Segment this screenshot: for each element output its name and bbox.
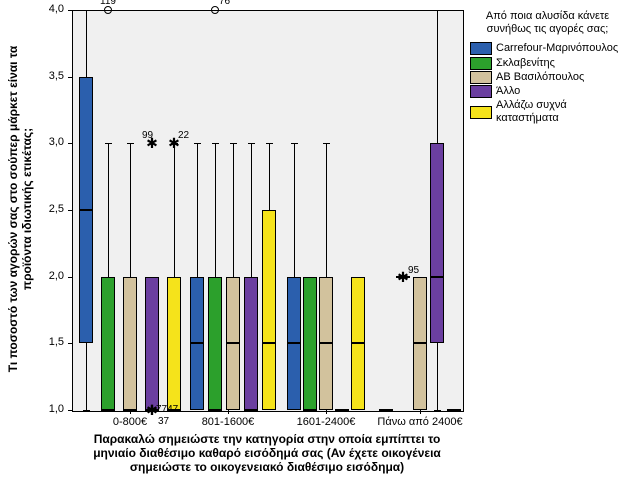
x-tick-label: 1601-2400€ [276,416,376,428]
whisker [269,143,270,210]
legend-item: Αλλάζω συχνά καταστήματα [470,99,625,125]
legend-item: Σκλαβενίτης [470,57,625,70]
box [430,143,444,343]
outlier-label: 7747 [156,404,178,415]
whisker [197,143,198,276]
box [303,277,317,410]
whisker-cap [323,143,330,144]
outlier-star-icon: ✱ [146,403,158,417]
y-tick-label: 2,0 [0,270,64,282]
whisker-cap [127,143,134,144]
legend-label: ΑΒ Βασιλόπουλος [496,71,584,84]
median [351,342,365,344]
box-flat [447,409,461,411]
median [287,342,301,344]
outlier-label: 119 [100,0,116,7]
median [430,276,444,278]
whisker [233,143,234,276]
outlier-label: 99 [142,130,153,141]
legend-item: Άλλο [470,85,625,98]
legend-label: Αλλάζω συχνά καταστήματα [496,99,625,125]
whisker-cap [83,410,90,411]
whisker-cap [434,410,441,411]
box [101,277,115,410]
whisker-cap [83,10,90,11]
outlier-label: 37 [158,416,169,427]
outlier-circle-icon [211,6,219,14]
whisker [86,10,87,77]
whisker-cap [230,143,237,144]
whisker [215,143,216,276]
whisker [437,10,438,143]
box [244,277,258,410]
y-tick-label: 3,5 [0,70,64,82]
whisker-cap [266,143,273,144]
whisker-cap [291,143,298,144]
whisker-cap [212,143,219,144]
y-tick-label: 4,0 [0,3,64,15]
outlier-circle-icon [104,6,112,14]
legend-item: ΑΒ Βασιλόπουλος [470,71,625,84]
legend-title: Από ποια αλυσίδα κάνετε συνήθως τις αγορ… [470,10,625,36]
legend: Από ποια αλυσίδα κάνετε συνήθως τις αγορ… [470,10,625,127]
median [303,409,317,411]
legend-swatch [470,71,492,84]
outlier-label: 95 [408,265,419,276]
y-tick-label: 3,0 [0,136,64,148]
whisker-cap [105,143,112,144]
box [123,277,137,410]
box [167,277,181,410]
median [190,342,204,344]
legend-swatch [470,106,492,119]
legend-label: Άλλο [496,85,520,98]
legend-swatch [470,85,492,98]
outlier-label: 76 [219,0,230,7]
box-flat [379,409,393,411]
box [262,210,276,410]
median [319,342,333,344]
y-tick-label: 1,5 [0,336,64,348]
median [208,409,222,411]
whisker [174,143,175,276]
whisker [86,343,87,410]
median [262,342,276,344]
legend-swatch [470,42,492,55]
box-flat [335,409,349,411]
legend-swatch [470,57,492,70]
whisker [130,143,131,276]
box [208,277,222,410]
box [145,277,159,410]
legend-label: Carrefour-Μαρινόπουλος [496,42,618,55]
x-tick-label: Πάνω από 2400€ [370,416,470,428]
y-tick-label: 2,5 [0,203,64,215]
whisker-cap [434,10,441,11]
median [226,342,240,344]
whisker [251,143,252,276]
legend-item: Carrefour-Μαρινόπουλος [470,42,625,55]
median [244,409,258,411]
x-tick-label: 801-1600€ [178,416,278,428]
whisker [108,143,109,276]
y-tick-label: 1,0 [0,403,64,415]
whisker [326,143,327,276]
x-axis-label: Παρακαλώ σημειώστε την κατηγορία στην οπ… [72,432,462,474]
whisker [294,143,295,276]
median [101,409,115,411]
whisker-cap [248,143,255,144]
figure: Τι ποσοστό των αγορών σας στο σούπερ μάρ… [0,0,629,504]
median [79,209,93,211]
whisker-cap [194,143,201,144]
whisker [437,343,438,410]
median [413,342,427,344]
outlier-label: 22 [178,130,189,141]
median [123,409,137,411]
legend-label: Σκλαβενίτης [496,57,555,70]
